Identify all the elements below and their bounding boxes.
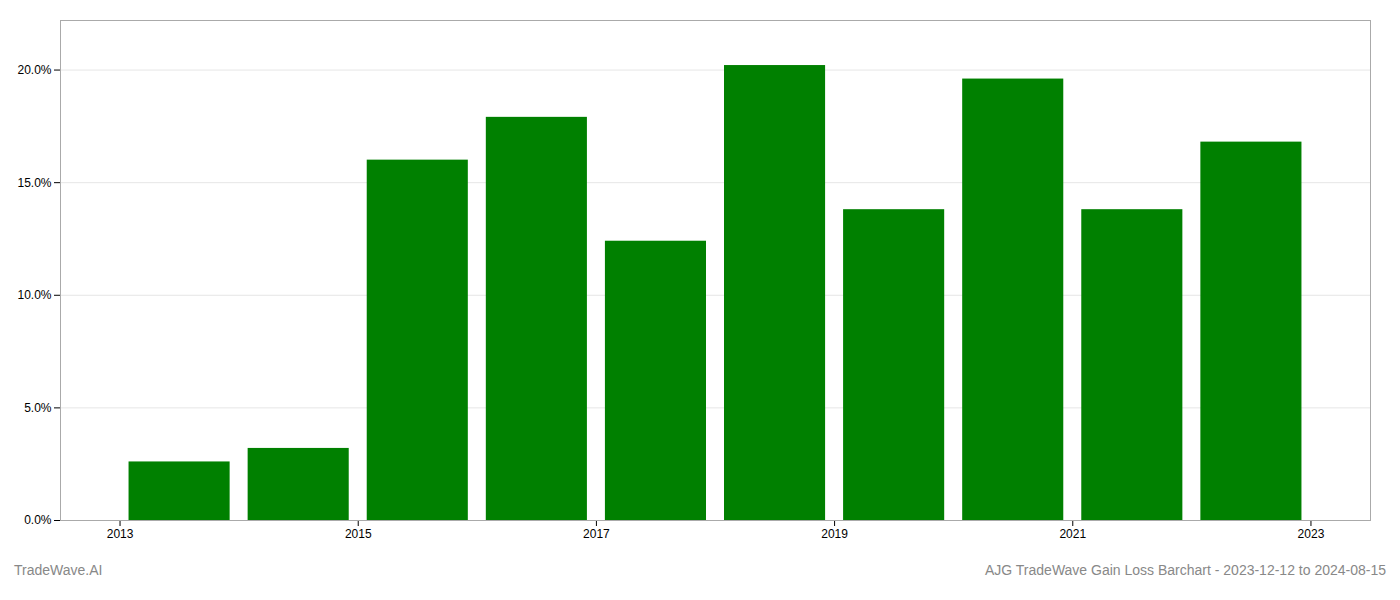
- svg-text:2017: 2017: [583, 527, 610, 541]
- svg-text:2019: 2019: [821, 527, 848, 541]
- html-text:TradeWave.AI: TradeWave.AI: [14, 562, 103, 578]
- svg-text:2023: 2023: [1298, 527, 1325, 541]
- svg-text:10.0%: 10.0%: [17, 288, 51, 302]
- svg-text:0.0%: 0.0%: [24, 513, 52, 527]
- svg-text:2021: 2021: [1059, 527, 1086, 541]
- html-text:AJG TradeWave Gain Loss Barcha: AJG TradeWave Gain Loss Barchart - 2023-…: [985, 562, 1386, 578]
- svg-text:15.0%: 15.0%: [17, 176, 51, 190]
- svg-text:2015: 2015: [345, 527, 372, 541]
- svg-text:2013: 2013: [107, 527, 134, 541]
- svg-text:5.0%: 5.0%: [24, 401, 52, 415]
- svg-text:20.0%: 20.0%: [17, 63, 51, 77]
